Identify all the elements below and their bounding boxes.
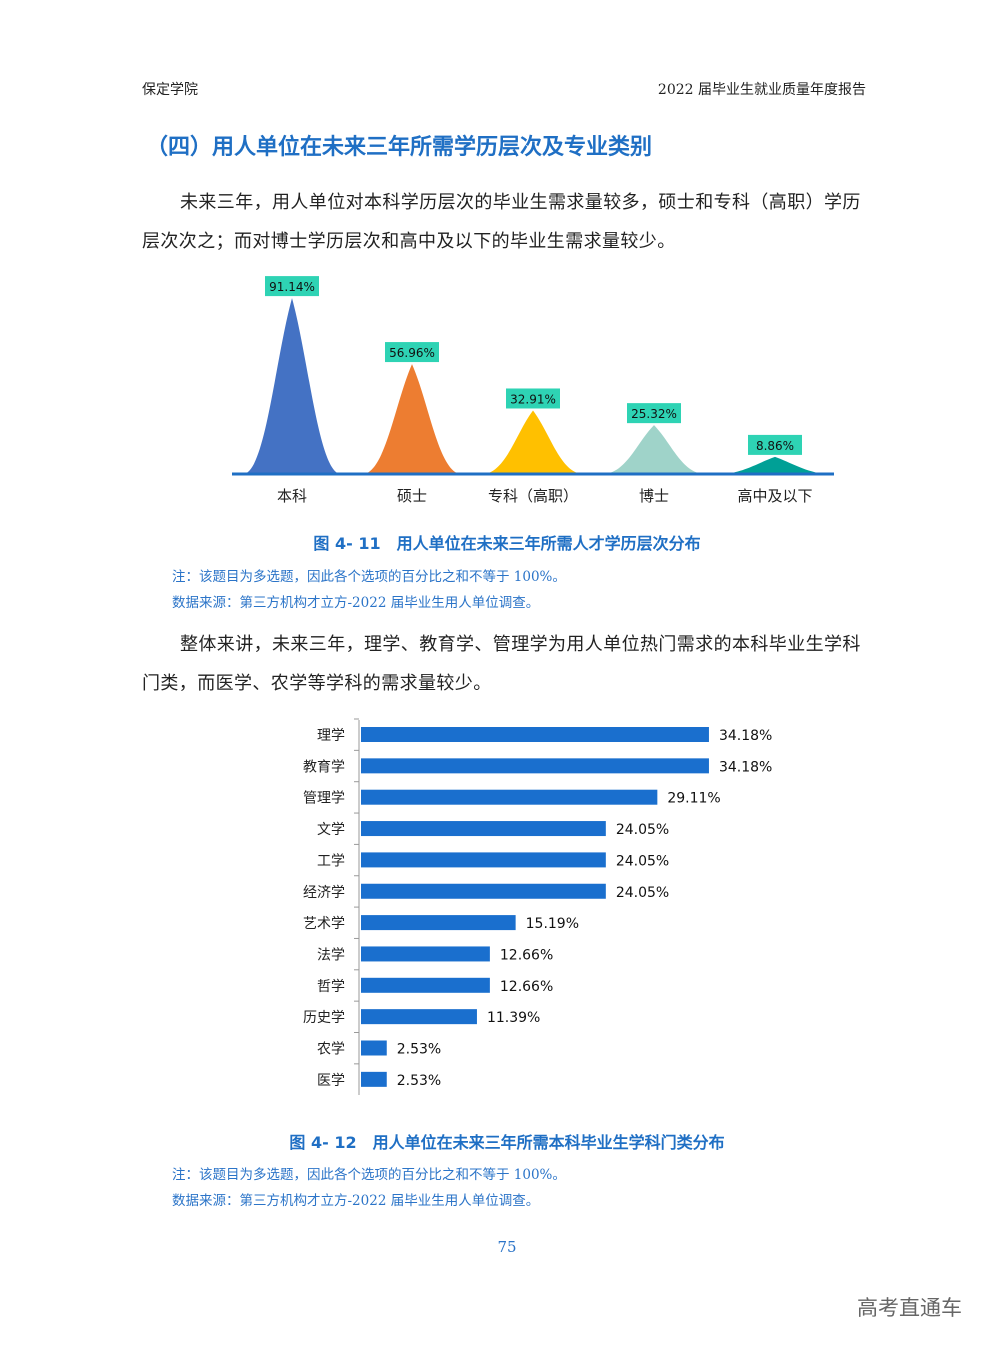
paragraph-1: 未来三年，用人单位对本科学历层次的毕业生需求量较多，硕士和专科（高职）学历层次次…	[142, 192, 861, 252]
figure-source: 数据来源：第三方机构才立方-2022 届毕业生用人单位调查。	[172, 1193, 540, 1209]
bar	[361, 852, 606, 868]
value-label: 11.39%	[487, 1010, 540, 1026]
figure-note: 注：该题目为多选题，因此各个选项的百分比之和不等于 100%。	[172, 569, 566, 585]
category-label: 农学	[317, 1042, 345, 1058]
bar	[361, 727, 709, 742]
figure-caption-4-12: 图 4- 12 用人单位在未来三年所需本科毕业生学科门类分布	[289, 1133, 725, 1152]
category-label: 艺术学	[303, 916, 345, 932]
category-label: 高中及以下	[737, 487, 812, 505]
data-label-box	[627, 403, 681, 424]
value-label: 15.19%	[526, 916, 579, 932]
bar	[361, 1040, 387, 1056]
data-label-box	[506, 388, 560, 409]
peak-2	[485, 410, 581, 474]
data-label: 25.32%	[631, 407, 677, 421]
bar	[361, 883, 606, 899]
category-label: 医学	[317, 1073, 345, 1089]
value-label: 24.05%	[616, 822, 669, 838]
bar	[361, 1071, 387, 1087]
category-label: 本科	[277, 487, 307, 505]
category-label: 专科（高职）	[488, 487, 578, 505]
figure-caption-4-11: 图 4- 11 用人单位在未来三年所需人才学历层次分布	[313, 534, 701, 553]
peak-3	[606, 425, 702, 474]
category-label: 法学	[317, 947, 345, 963]
bar	[361, 946, 490, 962]
value-label: 34.18%	[719, 728, 772, 744]
education-level-chart: 91.14% 本科 56.96% 硕士 32.91% 专科（高职） 25.32% 博士 8.86…	[232, 276, 834, 505]
category-label: 经济学	[303, 885, 345, 901]
category-label: 管理学	[303, 791, 345, 807]
bar	[361, 821, 606, 837]
category-label: 文学	[317, 822, 345, 838]
peak-4	[727, 456, 823, 474]
peak-1	[364, 364, 460, 474]
category-label: 硕士	[397, 487, 427, 505]
section-title: （四）用人单位在未来三年所需学历层次及专业类别	[146, 135, 653, 160]
discipline-bar-chart: 34.18% 理学 34.18% 教育学 29.11% 管理学 24.05% 文学 24.05%…	[303, 718, 772, 1095]
data-label: 32.91%	[510, 392, 556, 406]
category-label: 博士	[639, 487, 669, 505]
bar	[361, 1009, 477, 1025]
bar	[361, 977, 490, 993]
data-label-box	[748, 434, 802, 455]
bar	[361, 789, 658, 805]
category-label: 哲学	[317, 979, 345, 995]
category-label: 教育学	[303, 759, 345, 775]
header-school: 保定学院	[142, 82, 198, 98]
paragraph-2: 整体来讲，未来三年，理学、教育学、管理学为用人单位热门需求的本科毕业生学科门类，…	[142, 634, 861, 694]
category-label: 理学	[317, 728, 345, 744]
data-label: 56.96%	[389, 346, 435, 360]
value-label: 24.05%	[616, 885, 669, 901]
value-label: 29.11%	[667, 791, 720, 807]
data-label: 8.86%	[756, 439, 794, 453]
bar	[361, 758, 709, 774]
value-label: 24.05%	[616, 853, 669, 869]
header-report-title: 2022 届毕业生就业质量年度报告	[657, 82, 866, 98]
category-label: 历史学	[303, 1010, 345, 1026]
value-label: 2.53%	[397, 1042, 441, 1058]
data-label: 91.14%	[269, 280, 315, 294]
watermark: 高考直通车	[857, 1296, 962, 1320]
data-label-box	[385, 342, 439, 363]
value-label: 34.18%	[719, 759, 772, 775]
peak-0	[244, 298, 340, 474]
figure-note: 注：该题目为多选题，因此各个选项的百分比之和不等于 100%。	[172, 1167, 566, 1183]
data-label-box	[265, 276, 319, 297]
value-label: 2.53%	[397, 1073, 441, 1089]
page-number: 75	[497, 1238, 517, 1256]
bar	[361, 915, 516, 931]
value-label: 12.66%	[500, 979, 553, 995]
figure-source: 数据来源：第三方机构才立方-2022 届毕业生用人单位调查。	[172, 595, 540, 611]
category-label: 工学	[317, 853, 345, 869]
value-label: 12.66%	[500, 947, 553, 963]
